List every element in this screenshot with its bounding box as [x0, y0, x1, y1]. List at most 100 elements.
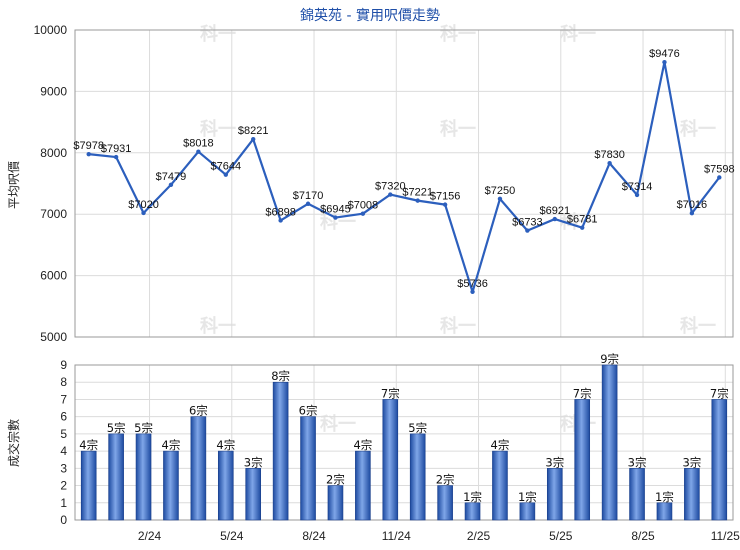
price-point: [717, 175, 722, 180]
price-point: [470, 289, 475, 295]
volume-data-label: 4宗: [491, 438, 510, 452]
price-data-label: $7170: [293, 190, 324, 202]
volume-data-label: 6宗: [189, 404, 208, 418]
price-point: [305, 201, 311, 206]
volume-bar: [217, 450, 234, 521]
price-data-label: $7250: [485, 185, 516, 197]
price-point: [223, 172, 228, 177]
price-point: [607, 161, 612, 166]
price-point: [580, 225, 585, 230]
price-point: [634, 192, 640, 198]
volume-bar: [163, 450, 179, 521]
price-point: [113, 154, 119, 160]
x-tick-label: 8/25: [631, 529, 655, 543]
volume-bar: [684, 468, 700, 521]
volume-y-tick-label: 8: [60, 375, 67, 389]
volume-bar: [355, 450, 371, 521]
watermark-text: 科一: [440, 315, 476, 337]
volume-data-label: 4宗: [79, 438, 98, 452]
volume-data-label: 7宗: [710, 386, 729, 400]
volume-data-label: 2宗: [436, 473, 455, 487]
volume-bar: [601, 364, 618, 521]
volume-bar: [656, 502, 673, 521]
volume-bar: [629, 468, 645, 521]
volume-y-tick-label: 9: [60, 358, 67, 372]
price-data-label: $7931: [101, 143, 132, 155]
price-data-label: $7644: [210, 161, 241, 173]
volume-bar: [80, 450, 97, 521]
price-data-label: $7320: [375, 181, 406, 193]
price-y-tick-label: 9000: [40, 84, 67, 98]
price-point: [497, 196, 503, 202]
volume-y-tick-label: 1: [60, 496, 67, 510]
volume-bar: [327, 485, 344, 521]
price-line: [88, 61, 721, 293]
volume-bar: [245, 468, 262, 521]
volume-data-label: 7宗: [573, 386, 592, 400]
price-data-label: $7016: [677, 199, 708, 211]
price-data-label: $7479: [156, 171, 187, 183]
price-data-label: $7598: [704, 163, 735, 175]
price-data-label: $6945: [320, 204, 351, 216]
volume-data-label: 5宗: [107, 421, 126, 435]
price-point: [360, 211, 366, 216]
price-point: [168, 182, 174, 187]
chart-title: 錦英苑 - 實用呎價走勢: [300, 7, 440, 24]
price-y-axis-label: 平均呎價: [7, 161, 21, 209]
volume-data-label: 4宗: [216, 438, 235, 452]
x-tick-label: 11/25: [711, 529, 740, 543]
price-point: [141, 210, 146, 216]
x-tick-label: 8/24: [302, 529, 326, 543]
volume-y-tick-label: 0: [60, 513, 67, 527]
volume-y-tick-label: 6: [60, 410, 67, 424]
volume-data-label: 1宗: [518, 490, 537, 504]
x-tick-label: 11/24: [382, 529, 411, 543]
volume-bar: [437, 485, 453, 521]
price-point: [662, 59, 667, 65]
x-tick-label: 5/25: [549, 529, 573, 543]
price-data-label: $7020: [128, 199, 159, 211]
price-point: [196, 149, 201, 154]
watermark-text: 科一: [200, 23, 236, 45]
volume-data-label: 6宗: [299, 404, 318, 418]
volume-data-label: 4宗: [162, 438, 181, 452]
price-y-axis: 5000 6000 7000 8000 9000 10000: [34, 23, 68, 344]
price-point: [278, 218, 283, 223]
volume-bar: [382, 399, 399, 521]
price-data-label: $6898: [265, 206, 296, 218]
volume-bar: [711, 399, 728, 521]
volume-plot-frame: [74, 364, 734, 521]
volume-y-tick-label: 3: [60, 461, 67, 475]
volume-bar: [409, 433, 426, 521]
price-data-label: $7008: [348, 200, 379, 212]
price-point: [415, 198, 420, 203]
price-y-tick-label: 7000: [40, 207, 67, 221]
volume-bar: [574, 399, 591, 521]
volume-y-axis: 0 1 2 3 4 5 6 7 8 9: [60, 358, 67, 527]
watermark-text: 科一: [440, 118, 476, 140]
volume-data-label: 5宗: [134, 421, 153, 435]
volume-data-label: 5宗: [408, 421, 427, 435]
watermark-text: 科一: [440, 23, 476, 45]
volume-bar: [108, 433, 124, 521]
price-data-label: $7156: [430, 191, 461, 203]
watermark-text: 科一: [320, 413, 356, 435]
volume-data-label: 3宗: [628, 455, 647, 469]
volume-data-label: 8宗: [271, 369, 290, 383]
price-y-tick-label: 8000: [40, 146, 67, 160]
watermark-text: 科一: [680, 118, 716, 140]
volume-data-label: 1宗: [463, 490, 482, 504]
price-data-label: $5736: [457, 278, 488, 290]
volume-y-tick-label: 7: [60, 392, 67, 406]
price-point: [442, 202, 448, 207]
price-y-tick-label: 10000: [34, 23, 68, 37]
price-point: [689, 211, 695, 216]
volume-data-label: 2宗: [326, 473, 345, 487]
price-series: [86, 59, 722, 295]
price-y-tick-label: 5000: [40, 330, 67, 344]
watermark-text: 科一: [200, 315, 236, 337]
volume-bar: [519, 502, 536, 521]
volume-bar: [190, 416, 207, 521]
x-tick-label: 2/25: [467, 529, 491, 543]
volume-data-label: 9宗: [600, 352, 619, 366]
